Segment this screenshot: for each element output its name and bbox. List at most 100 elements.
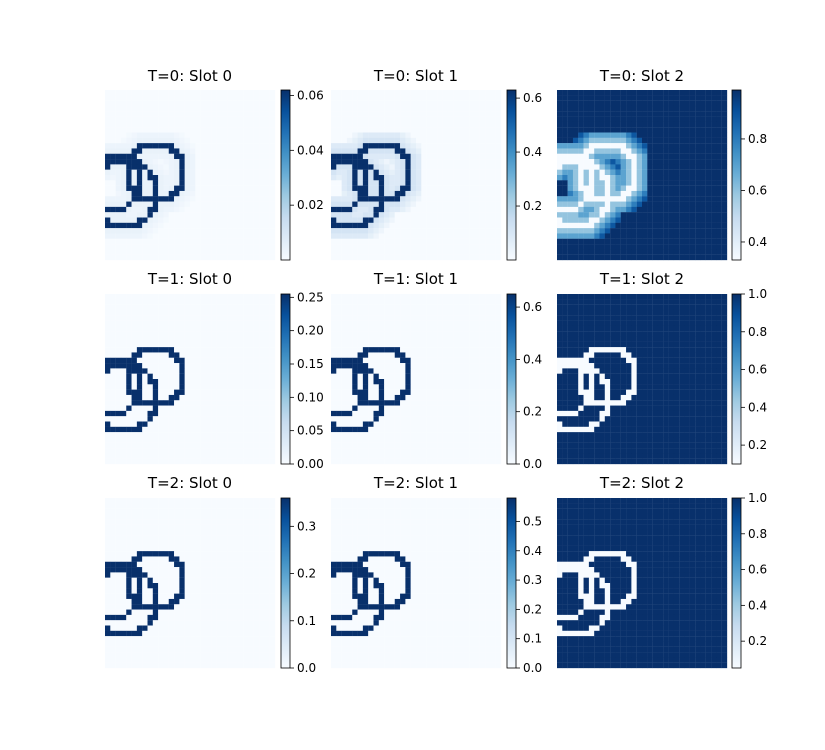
heatmap-cell bbox=[152, 175, 159, 181]
heatmap-cell bbox=[431, 121, 438, 128]
heatmap-cell bbox=[147, 90, 153, 96]
heatmap-cell bbox=[416, 347, 422, 353]
heatmap-cell bbox=[562, 180, 568, 186]
heatmap-cell bbox=[394, 222, 401, 229]
heatmap-cell bbox=[453, 233, 459, 239]
heatmap-cell bbox=[205, 384, 212, 390]
heatmap-cell bbox=[243, 448, 249, 454]
heatmap-cell bbox=[357, 389, 364, 396]
heatmap-cell bbox=[331, 175, 337, 181]
heatmap-cell bbox=[200, 341, 207, 348]
heatmap-cell bbox=[711, 121, 717, 128]
colorbar-tick-label: 0.4 bbox=[748, 235, 767, 249]
heatmap-cell bbox=[131, 127, 138, 133]
heatmap-cell bbox=[421, 206, 427, 213]
heatmap-cell bbox=[695, 233, 701, 239]
heatmap-cell bbox=[405, 379, 411, 385]
heatmap-cell bbox=[221, 222, 228, 229]
heatmap-cell bbox=[174, 164, 180, 170]
heatmap-cell bbox=[705, 143, 712, 149]
heatmap-cell bbox=[431, 352, 438, 358]
heatmap-cell bbox=[562, 100, 568, 107]
heatmap-cell bbox=[216, 217, 223, 223]
heatmap-cell bbox=[716, 244, 722, 250]
heatmap-cell bbox=[689, 143, 696, 149]
heatmap-cell bbox=[216, 222, 223, 229]
heatmap-cell bbox=[232, 410, 238, 417]
heatmap-cell bbox=[578, 185, 584, 192]
heatmap-cell bbox=[378, 169, 385, 176]
heatmap-cell bbox=[264, 299, 270, 305]
heatmap-cell bbox=[421, 190, 427, 197]
heatmap-cell bbox=[368, 206, 374, 213]
heatmap-cell bbox=[368, 341, 374, 348]
heatmap-cell bbox=[158, 442, 164, 449]
heatmap-cell bbox=[416, 159, 422, 165]
heatmap-cell bbox=[447, 244, 454, 250]
heatmap-cell bbox=[158, 379, 164, 385]
heatmap-cell bbox=[610, 190, 616, 197]
heatmap-cell bbox=[168, 320, 175, 327]
heatmap-cell bbox=[253, 405, 260, 412]
heatmap-cell bbox=[405, 249, 411, 255]
heatmap-cell bbox=[557, 137, 563, 144]
heatmap-cell bbox=[253, 169, 260, 176]
heatmap-cell bbox=[259, 159, 265, 165]
heatmap-cell bbox=[453, 90, 459, 96]
heatmap-cell bbox=[652, 132, 659, 138]
heatmap-cell bbox=[253, 442, 260, 449]
heatmap-cell bbox=[663, 148, 669, 154]
heatmap-cell bbox=[158, 95, 164, 101]
heatmap-cell bbox=[216, 320, 223, 327]
heatmap-cell bbox=[264, 368, 270, 374]
heatmap-cell bbox=[259, 95, 265, 101]
heatmap-cell bbox=[458, 185, 464, 192]
heatmap-cell bbox=[673, 148, 680, 154]
heatmap-cell bbox=[490, 196, 496, 202]
heatmap-cell bbox=[253, 341, 260, 348]
heatmap-cell bbox=[264, 244, 270, 250]
heatmap-cell bbox=[437, 153, 443, 160]
heatmap-cell bbox=[373, 116, 379, 123]
heatmap-cell bbox=[673, 127, 680, 133]
heatmap-cell bbox=[557, 100, 563, 107]
heatmap-cell bbox=[190, 363, 196, 369]
heatmap-cell bbox=[700, 254, 706, 261]
heatmap-cell bbox=[490, 153, 496, 160]
heatmap-cell bbox=[578, 153, 584, 160]
heatmap-cell bbox=[147, 400, 153, 406]
heatmap-cell bbox=[447, 294, 454, 300]
heatmap-cell bbox=[184, 164, 191, 170]
heatmap-cell bbox=[405, 206, 411, 213]
heatmap-cell bbox=[599, 244, 605, 250]
heatmap-cell bbox=[647, 153, 653, 160]
heatmap-cell bbox=[248, 320, 254, 327]
heatmap-cell bbox=[615, 153, 621, 160]
heatmap-cell bbox=[190, 331, 196, 337]
heatmap-cell bbox=[174, 201, 180, 208]
heatmap-cell bbox=[158, 448, 164, 454]
heatmap-cell bbox=[168, 159, 175, 165]
heatmap-cell bbox=[642, 169, 648, 176]
heatmap-cell bbox=[211, 437, 217, 443]
heatmap-cell bbox=[243, 384, 249, 390]
heatmap-cell bbox=[131, 315, 138, 321]
heatmap-cell bbox=[264, 100, 270, 107]
heatmap-cell bbox=[663, 233, 669, 239]
heatmap-cell bbox=[405, 320, 411, 327]
heatmap-cell bbox=[136, 384, 143, 390]
heatmap-cell bbox=[394, 400, 401, 406]
heatmap-cell bbox=[373, 304, 379, 311]
heatmap-cell bbox=[474, 347, 480, 353]
heatmap-cell bbox=[642, 180, 648, 186]
heatmap-cell bbox=[248, 201, 254, 208]
heatmap-cell bbox=[174, 153, 180, 160]
heatmap-cell bbox=[147, 379, 153, 385]
heatmap-cell bbox=[190, 217, 196, 223]
heatmap-cell bbox=[474, 294, 480, 300]
heatmap-cell bbox=[583, 249, 590, 255]
heatmap-cell bbox=[373, 148, 379, 154]
heatmap-cell bbox=[221, 400, 228, 406]
heatmap-cell bbox=[405, 304, 411, 311]
heatmap-cell bbox=[126, 111, 132, 117]
